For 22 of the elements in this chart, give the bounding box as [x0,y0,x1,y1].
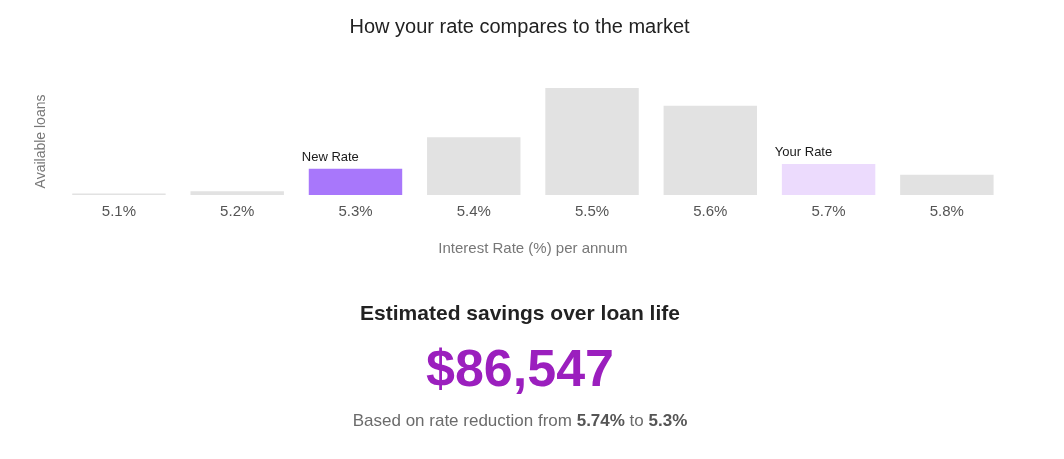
y-axis-title: Available loans [32,94,49,189]
text: $86,547 [425,338,615,398]
bar [781,163,876,195]
x-tick-label: 5.3% [338,202,373,220]
x-axis-title: Interest Rate (%) per annum [438,239,628,257]
x-tick-label: 5.6% [693,202,728,220]
text: Estimated savings over loan life [359,300,681,326]
bar [545,88,639,195]
bar [308,168,403,195]
x-tick-label: 5.1% [101,202,137,220]
text: Based on rate reduction from 5.74% to 5.3% [351,410,689,432]
chart-title: How your rate compares to the market [349,14,691,37]
x-tick-label: 5.4% [456,202,491,220]
bar [663,105,758,195]
bar [900,174,994,195]
annotation: New Rate [301,148,359,164]
x-tick-label: 5.2% [220,202,255,220]
annotation: Your Rate [774,144,833,160]
bar [427,137,521,195]
x-tick-label: 5.5% [574,202,610,220]
x-tick-label: 5.7% [811,202,846,220]
x-tick-label: 5.8% [929,202,964,220]
